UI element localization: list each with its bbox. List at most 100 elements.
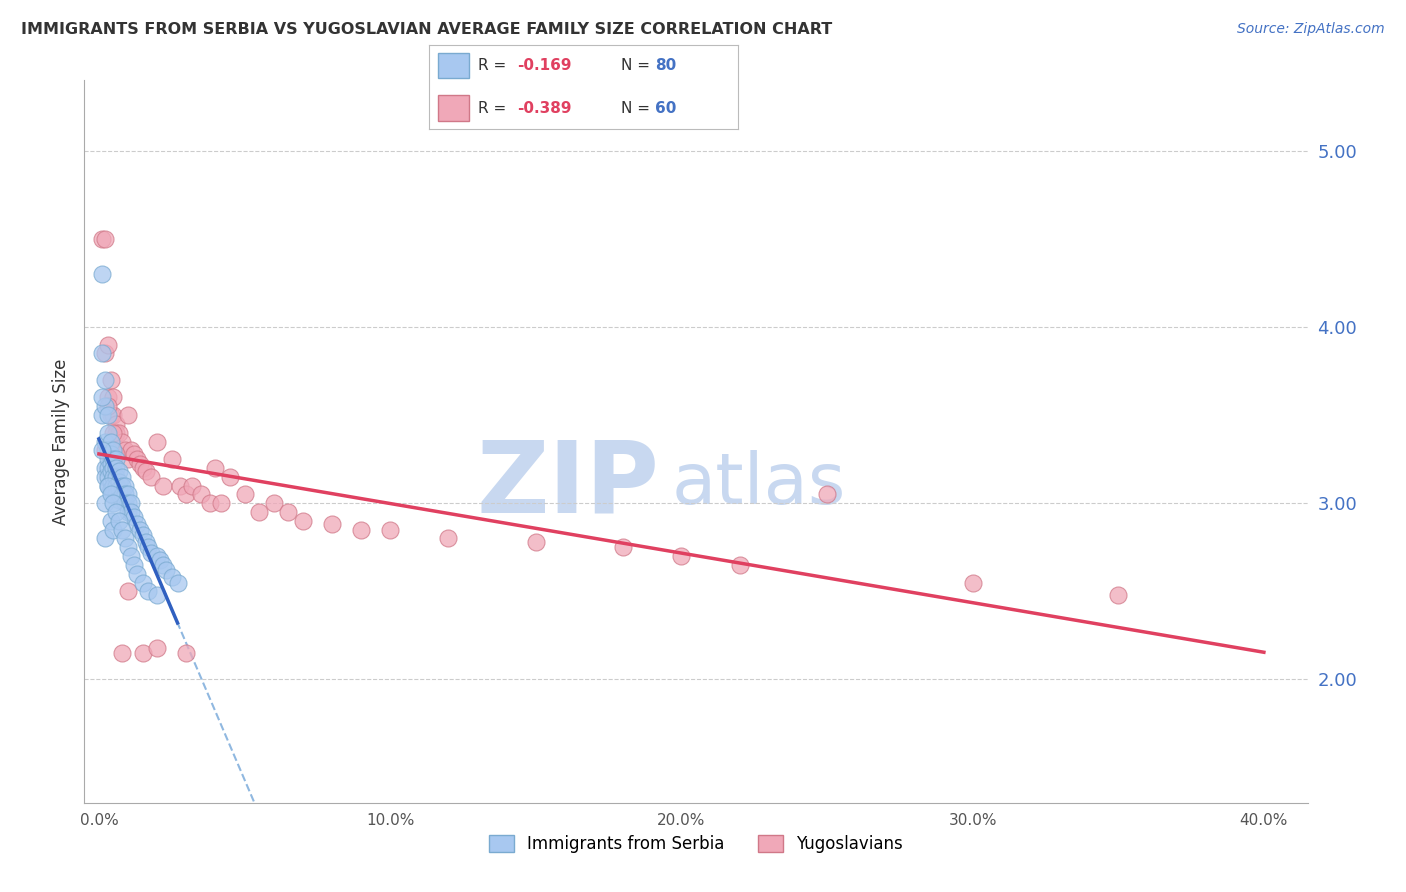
Point (114, 443, 136, 458)
Text: IMMIGRANTS FROM SERBIA VS YUGOSLAVIAN AVERAGE FAMILY SIZE CORRELATION CHART: IMMIGRANTS FROM SERBIA VS YUGOSLAVIAN AV… (21, 22, 832, 37)
Text: -0.169: -0.169 (517, 58, 571, 73)
Point (103, 461, 125, 475)
Point (97, 470, 120, 484)
Point (122, 447, 145, 461)
Point (97, 478, 120, 492)
Point (97, 443, 120, 458)
Point (350, 523, 373, 537)
Bar (439, 95, 470, 120)
Point (93, 470, 115, 484)
Point (90, 443, 112, 458)
Point (728, 558, 751, 572)
Point (131, 575, 153, 590)
Point (612, 541, 634, 555)
Point (97, 461, 120, 475)
Point (174, 646, 197, 660)
Point (108, 514, 131, 528)
Point (120, 443, 142, 458)
Point (97, 452, 120, 467)
Point (120, 549, 142, 563)
Point (146, 549, 169, 563)
Point (105, 470, 128, 484)
Point (131, 528, 153, 542)
Point (437, 532, 460, 546)
Point (263, 496, 285, 510)
Point (97, 408, 120, 422)
Point (128, 523, 150, 537)
Point (321, 517, 343, 532)
Point (93, 399, 115, 413)
Point (100, 458, 122, 472)
Point (111, 523, 134, 537)
Text: N =: N = (620, 58, 654, 73)
Point (90, 391, 112, 405)
Text: R =: R = (478, 101, 512, 116)
Point (291, 514, 314, 528)
Point (125, 566, 148, 581)
Point (93, 443, 115, 458)
Point (120, 505, 142, 519)
Point (100, 465, 122, 479)
Point (97, 425, 120, 440)
Point (90, 267, 112, 281)
Point (135, 465, 157, 479)
Point (962, 575, 984, 590)
Point (181, 478, 204, 492)
Point (108, 475, 131, 489)
Point (97, 478, 120, 492)
Point (103, 487, 125, 501)
Point (146, 588, 169, 602)
Point (108, 492, 131, 507)
Point (122, 510, 145, 524)
Point (146, 434, 169, 449)
Point (90, 346, 112, 360)
Point (125, 452, 148, 467)
Point (146, 640, 169, 655)
Point (166, 575, 188, 590)
Legend: Immigrants from Serbia, Yugoslavians: Immigrants from Serbia, Yugoslavians (482, 828, 910, 860)
Point (117, 487, 139, 501)
Point (97, 337, 120, 351)
Text: Source: ZipAtlas.com: Source: ZipAtlas.com (1237, 22, 1385, 37)
Point (100, 408, 122, 422)
Point (277, 505, 299, 519)
Point (114, 478, 136, 492)
Point (114, 532, 136, 546)
Point (111, 646, 134, 660)
Point (138, 584, 160, 599)
Point (93, 461, 115, 475)
Point (103, 408, 125, 422)
Text: 60: 60 (655, 101, 676, 116)
Point (105, 505, 128, 519)
Point (93, 373, 115, 387)
Point (105, 452, 128, 467)
Point (160, 452, 183, 467)
Point (219, 470, 242, 484)
Point (108, 425, 131, 440)
Point (169, 478, 191, 492)
Point (671, 549, 693, 563)
Point (93, 496, 115, 510)
Text: atlas: atlas (672, 450, 846, 519)
Point (103, 452, 125, 467)
Point (1107, 588, 1129, 602)
Point (100, 482, 122, 496)
Point (141, 545, 163, 559)
Point (117, 584, 139, 599)
Point (209, 496, 232, 510)
Y-axis label: Average Family Size: Average Family Size (52, 359, 70, 524)
Point (108, 482, 131, 496)
Point (125, 517, 148, 532)
Text: R =: R = (478, 58, 512, 73)
Point (103, 443, 125, 458)
Point (105, 417, 128, 431)
Point (111, 487, 134, 501)
Point (117, 541, 139, 555)
Text: -0.389: -0.389 (517, 101, 571, 116)
Point (131, 646, 153, 660)
Point (103, 470, 125, 484)
Point (93, 434, 115, 449)
Text: N =: N = (620, 101, 654, 116)
Point (100, 487, 122, 501)
Point (524, 535, 547, 549)
